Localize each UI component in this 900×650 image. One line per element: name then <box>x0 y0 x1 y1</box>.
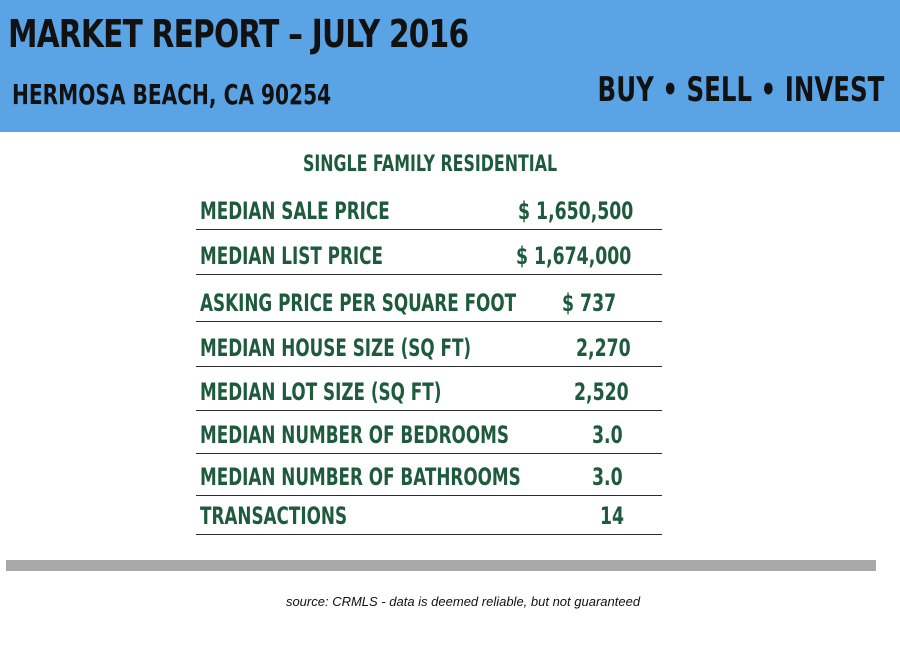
row-value: 3.0 <box>592 421 623 449</box>
table-row: Transactions 14 <box>196 496 662 535</box>
table-row: Asking Price Per Square Foot $ 737 <box>196 275 662 322</box>
tagline: Buy • Sell • Invest <box>597 70 884 110</box>
row-label: Median House Size (Sq Ft) <box>200 334 472 362</box>
row-value: 2,270 <box>576 334 631 362</box>
row-value: 14 <box>600 502 625 530</box>
location-subtitle: Hermosa Beach, CA 90254 <box>12 78 332 111</box>
table-row: Median List Price $ 1,674,000 <box>196 230 662 275</box>
stats-table: Median Sale Price $ 1,650,500 Median Lis… <box>196 194 662 535</box>
source-note: source: CRMLS - data is deemed reliable,… <box>285 594 641 609</box>
row-value: $ 737 <box>562 289 617 317</box>
row-value: 2,520 <box>574 378 629 406</box>
table-row: Median House Size (Sq Ft) 2,270 <box>196 322 662 367</box>
table-row: Median Number of Bathrooms 3.0 <box>196 454 662 496</box>
row-value: $ 1,650,500 <box>518 197 634 225</box>
header-banner: Market Report – July 2016 Hermosa Beach,… <box>0 0 900 132</box>
table-row: Median Lot Size (Sq Ft) 2,520 <box>196 367 662 411</box>
divider-bar <box>6 560 876 571</box>
report-title: Market Report – July 2016 <box>8 12 469 56</box>
row-label: Median Number of Bathrooms <box>200 463 521 491</box>
row-label: Median Number of Bedrooms <box>200 421 509 449</box>
row-label: Transactions <box>200 502 348 530</box>
row-value: 3.0 <box>592 463 623 491</box>
row-value: $ 1,674,000 <box>516 242 632 270</box>
row-label: Median Lot Size (Sq Ft) <box>200 378 442 406</box>
section-title: Single Family Residential <box>302 152 558 177</box>
row-label: Median List Price <box>200 242 383 270</box>
row-label: Median Sale Price <box>200 197 390 225</box>
table-row: Median Number of Bedrooms 3.0 <box>196 411 662 454</box>
table-row: Median Sale Price $ 1,650,500 <box>196 194 662 230</box>
row-label: Asking Price Per Square Foot <box>200 289 517 317</box>
